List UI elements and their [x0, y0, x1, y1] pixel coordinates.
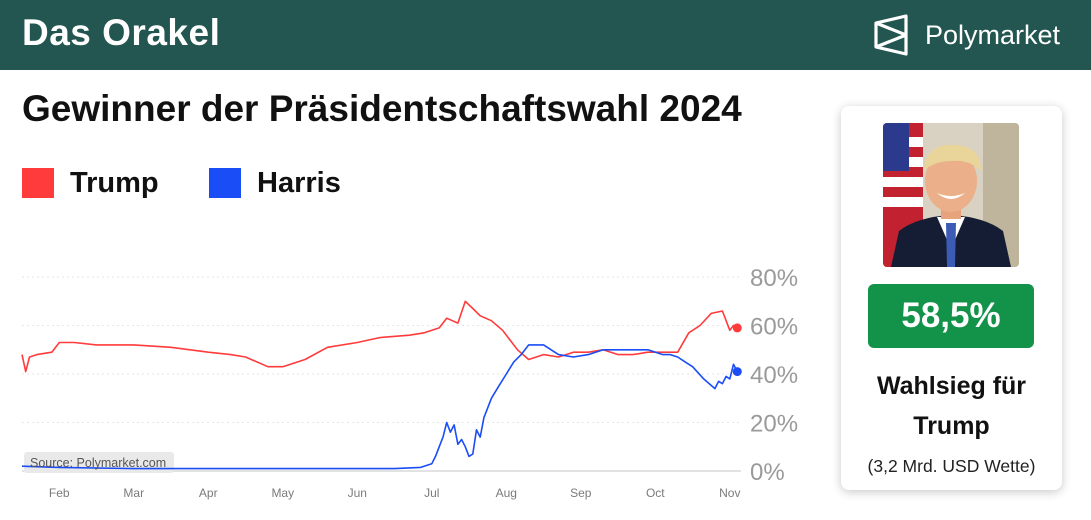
x-tick-label: Nov: [719, 486, 740, 500]
legend-label-trump: Trump: [70, 166, 159, 199]
legend-item-harris: Harris: [209, 167, 341, 199]
brand-name: Polymarket: [925, 20, 1061, 50]
winner-card: 58,5% Wahlsieg für Trump (3,2 Mrd. USD W…: [841, 106, 1062, 490]
series-line-harris: [21, 344, 739, 470]
y-tick-label: 60%: [750, 314, 798, 341]
portrait-image: [883, 123, 1019, 267]
bet-volume-label: (3,2 Mrd. USD Wette): [867, 456, 1036, 476]
series-endpoint-trump: [732, 323, 742, 333]
x-tick-label: Mar: [123, 486, 144, 500]
series-endpoint-harris: [732, 367, 742, 377]
x-tick-label: May: [271, 486, 294, 500]
series-line-trump: [21, 300, 738, 373]
y-tick-label: 20%: [750, 411, 798, 438]
win-label: Wahlsieg für Trump: [841, 366, 1062, 446]
source-label: Source: Polymarket.com: [30, 456, 166, 470]
x-tick-label: Oct: [646, 486, 665, 500]
win-probability-badge: 58,5%: [868, 284, 1034, 348]
y-tick-label: 80%: [750, 265, 798, 292]
legend-item-trump: Trump: [22, 167, 159, 199]
win-label-line1: Wahlsieg für: [876, 372, 1027, 400]
x-tick-label: Jul: [424, 486, 439, 500]
x-tick-label: Jun: [348, 486, 367, 500]
legend-swatch-harris: [209, 168, 241, 198]
x-tick-label: Aug: [496, 486, 517, 500]
legend-label-harris: Harris: [257, 166, 341, 199]
x-tick-label: Feb: [49, 486, 70, 500]
candidate-portrait: [883, 123, 1019, 267]
app-title: Das Orakel: [22, 12, 221, 53]
x-tick-label: Apr: [199, 486, 218, 500]
page-title: Gewinner der Präsidentschaftswahl 2024: [22, 88, 742, 129]
election-odds-chart: 0% 20% 40% 60% 80% Feb Mar Apr May Jun Jul Aug Sep Oc…: [21, 265, 798, 500]
x-tick-label: Sep: [570, 486, 592, 500]
polymarket-logo-icon: [874, 14, 908, 56]
y-tick-label: 40%: [750, 362, 798, 389]
legend-swatch-trump: [22, 168, 54, 198]
header-bar: Das Orakel Polymarket: [0, 0, 1091, 70]
y-tick-label: 0%: [750, 459, 785, 486]
win-label-line2: Trump: [913, 412, 990, 440]
